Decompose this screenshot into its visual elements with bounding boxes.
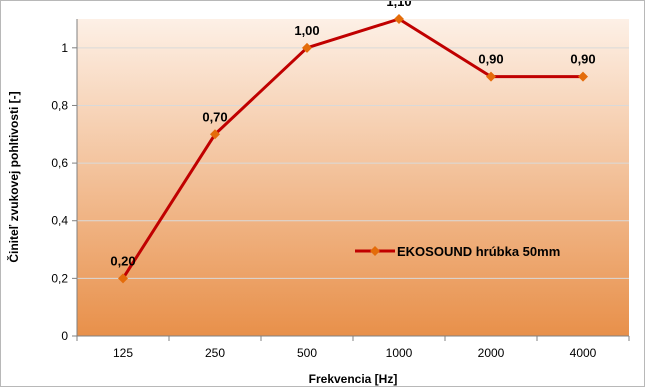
data-label: 0,90: [478, 52, 503, 67]
series-group: [118, 14, 588, 284]
data-labels: 0,20 0,70 1,00 1,10 0,90 0,90: [110, 0, 595, 268]
x-tick-label: 1000: [386, 346, 413, 360]
y-tick-label: 0,4: [51, 214, 68, 228]
x-axis-ticks: 125 250 500 1000 2000 4000: [76, 336, 630, 360]
y-axis-ticks: 0 0,2 0,4 0,6 0,8 1: [51, 41, 77, 343]
data-label: 1,10: [386, 1, 411, 9]
data-label: 0,20: [110, 253, 135, 268]
data-point: [302, 42, 312, 53]
grid-lines: [77, 47, 629, 279]
y-tick-label: 1: [61, 41, 68, 55]
data-point: [118, 273, 128, 284]
y-tick-label: 0,8: [51, 98, 68, 112]
plot-area: [77, 19, 629, 336]
x-tick-label: 2000: [478, 346, 505, 360]
y-tick-label: 0: [61, 329, 68, 343]
x-tick-label: 125: [113, 346, 133, 360]
data-label: 0,70: [202, 109, 227, 124]
data-label: 1,00: [294, 23, 319, 38]
legend: EKOSOUND hrúbka 50mm: [355, 244, 560, 259]
series-line: [121, 17, 583, 280]
legend-label: EKOSOUND hrúbka 50mm: [397, 244, 560, 259]
legend-swatch-marker: [370, 246, 380, 256]
y-axis-title: Činiteľ zvukovej pohltivosti [-]: [6, 91, 21, 262]
data-point: [210, 129, 220, 140]
y-tick-label: 0,6: [51, 156, 68, 170]
x-axis-title: Frekvencia [Hz]: [309, 372, 398, 386]
x-tick-label: 500: [297, 346, 317, 360]
data-point: [394, 14, 404, 24]
x-tick-label: 250: [205, 346, 225, 360]
data-point: [578, 71, 588, 82]
y-tick-label: 0,2: [51, 271, 68, 285]
data-point: [486, 71, 496, 82]
x-tick-label: 4000: [570, 346, 597, 360]
data-label: 0,90: [570, 52, 595, 67]
